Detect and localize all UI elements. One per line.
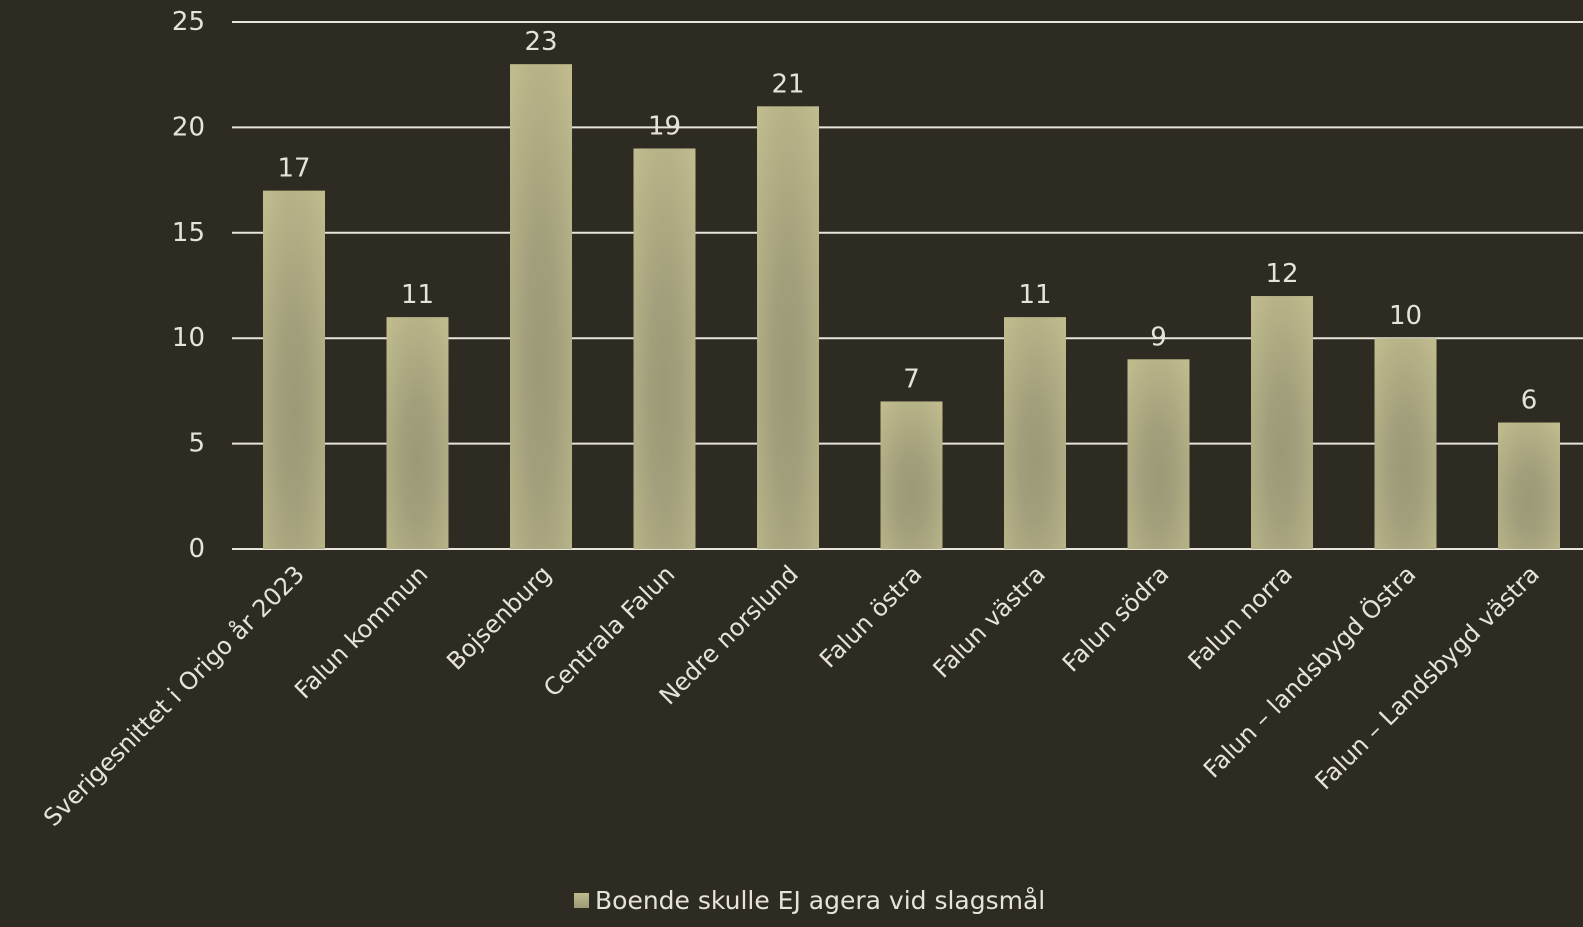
bar	[633, 148, 696, 550]
bar	[386, 317, 449, 549]
x-category-label: Sverigesnittet i Origo år 2023	[37, 559, 309, 831]
bar	[1004, 317, 1066, 549]
bar	[1251, 296, 1313, 549]
data-label: 10	[1389, 301, 1422, 331]
x-category-label: Falun västra	[928, 560, 1051, 683]
data-label: 7	[903, 364, 920, 394]
data-label: 11	[1018, 280, 1051, 310]
x-category-label: Falun södra	[1057, 560, 1174, 677]
x-category-label: Bojsenburg	[441, 560, 557, 676]
legend-label: Boende skulle EJ agera vid slagsmål	[595, 886, 1046, 915]
data-label: 19	[648, 111, 681, 141]
bar	[880, 401, 943, 549]
bar	[757, 106, 819, 549]
x-category-label: Centrala Falun	[538, 560, 680, 702]
y-tick-label: 5	[188, 429, 205, 459]
data-label: 21	[771, 69, 804, 99]
data-label: 11	[401, 280, 434, 310]
y-tick-label: 15	[172, 218, 205, 248]
y-tick-label: 25	[172, 7, 205, 37]
y-tick-label: 10	[172, 323, 205, 353]
data-label: 6	[1521, 386, 1538, 416]
y-tick-label: 0	[188, 534, 205, 564]
data-label: 23	[524, 27, 557, 57]
y-axis-ticks: 0 5 10 15 20 25	[172, 7, 205, 564]
data-label: 12	[1265, 259, 1298, 289]
bars	[263, 64, 1560, 550]
x-category-label: Falun – Landsbygd västra	[1310, 560, 1545, 795]
bar	[1127, 359, 1190, 549]
legend-swatch	[574, 893, 589, 908]
y-tick-label: 20	[172, 112, 205, 142]
x-category-label: Falun östra	[814, 560, 927, 673]
bar	[263, 190, 325, 549]
x-category-label: Falun kommun	[289, 560, 433, 704]
data-label: 17	[277, 154, 310, 184]
gridlines	[232, 21, 1583, 550]
legend: Boende skulle EJ agera vid slagsmål	[574, 886, 1045, 915]
bar	[1374, 338, 1437, 549]
x-category-label: Falun – landsbygd Östra	[1197, 559, 1421, 783]
data-labels: 17 11 23 19 21 7 11 9 12 10 6	[277, 27, 1537, 415]
bar	[510, 64, 572, 549]
data-label: 9	[1150, 322, 1167, 352]
x-category-label: Falun norra	[1183, 560, 1298, 675]
bar	[1498, 422, 1560, 549]
